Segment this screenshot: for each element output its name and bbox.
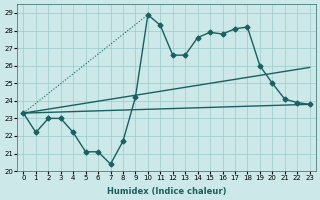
X-axis label: Humidex (Indice chaleur): Humidex (Indice chaleur) xyxy=(107,187,226,196)
